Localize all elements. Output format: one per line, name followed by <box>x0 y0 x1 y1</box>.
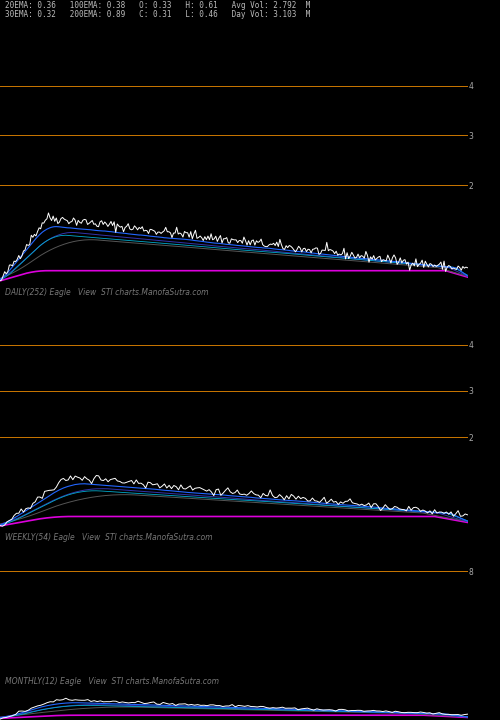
Text: MONTHLY(12) Eagle   View  STI charts.ManofaSutra.com: MONTHLY(12) Eagle View STI charts.Manofa… <box>5 677 219 685</box>
Text: WEEKLY(54) Eagle   View  STI charts.ManofaSutra.com: WEEKLY(54) Eagle View STI charts.ManofaS… <box>5 533 212 541</box>
Text: 20EMA: 0.36   100EMA: 0.38   O: 0.33   H: 0.61   Avg Vol: 2.792  M: 20EMA: 0.36 100EMA: 0.38 O: 0.33 H: 0.61… <box>5 1 310 11</box>
Text: 30EMA: 0.32   200EMA: 0.89   C: 0.31   L: 0.46   Day Vol: 3.103  M: 30EMA: 0.32 200EMA: 0.89 C: 0.31 L: 0.46… <box>5 10 310 19</box>
Text: DAILY(252) Eagle   View  STI charts.ManofaSutra.com: DAILY(252) Eagle View STI charts.ManofaS… <box>5 288 208 297</box>
